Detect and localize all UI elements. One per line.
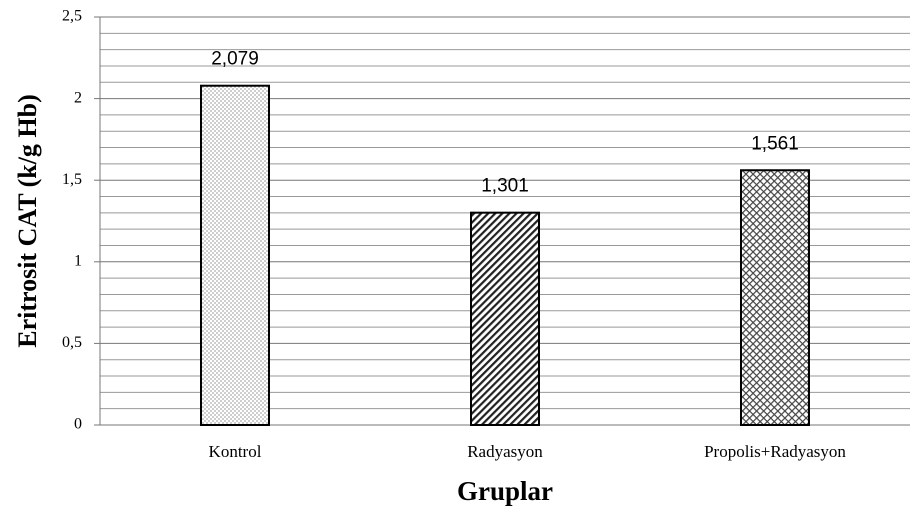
y-tick-label: 1,5 (62, 171, 82, 188)
value-label: 1,561 (751, 133, 799, 154)
x-tick-label: Kontrol (209, 442, 262, 461)
x-tick-label: Radyasyon (467, 442, 543, 461)
value-label: 1,301 (481, 176, 529, 197)
bar (200, 84, 270, 426)
bar (470, 211, 540, 426)
value-label: 2,079 (211, 49, 259, 70)
y-tick-label: 1 (74, 252, 82, 269)
x-axis-title: Gruplar (457, 476, 553, 506)
y-tick-label: 2 (74, 89, 82, 106)
y-axis-title: Eritrosit CAT (k/g Hb) (13, 94, 42, 348)
y-tick-label: 0 (74, 416, 82, 433)
x-tick-label: Propolis+Radyasyon (704, 442, 846, 461)
y-tick-label: 0,5 (62, 334, 82, 351)
bar (740, 169, 810, 426)
y-tick-label: 2,5 (62, 8, 82, 25)
